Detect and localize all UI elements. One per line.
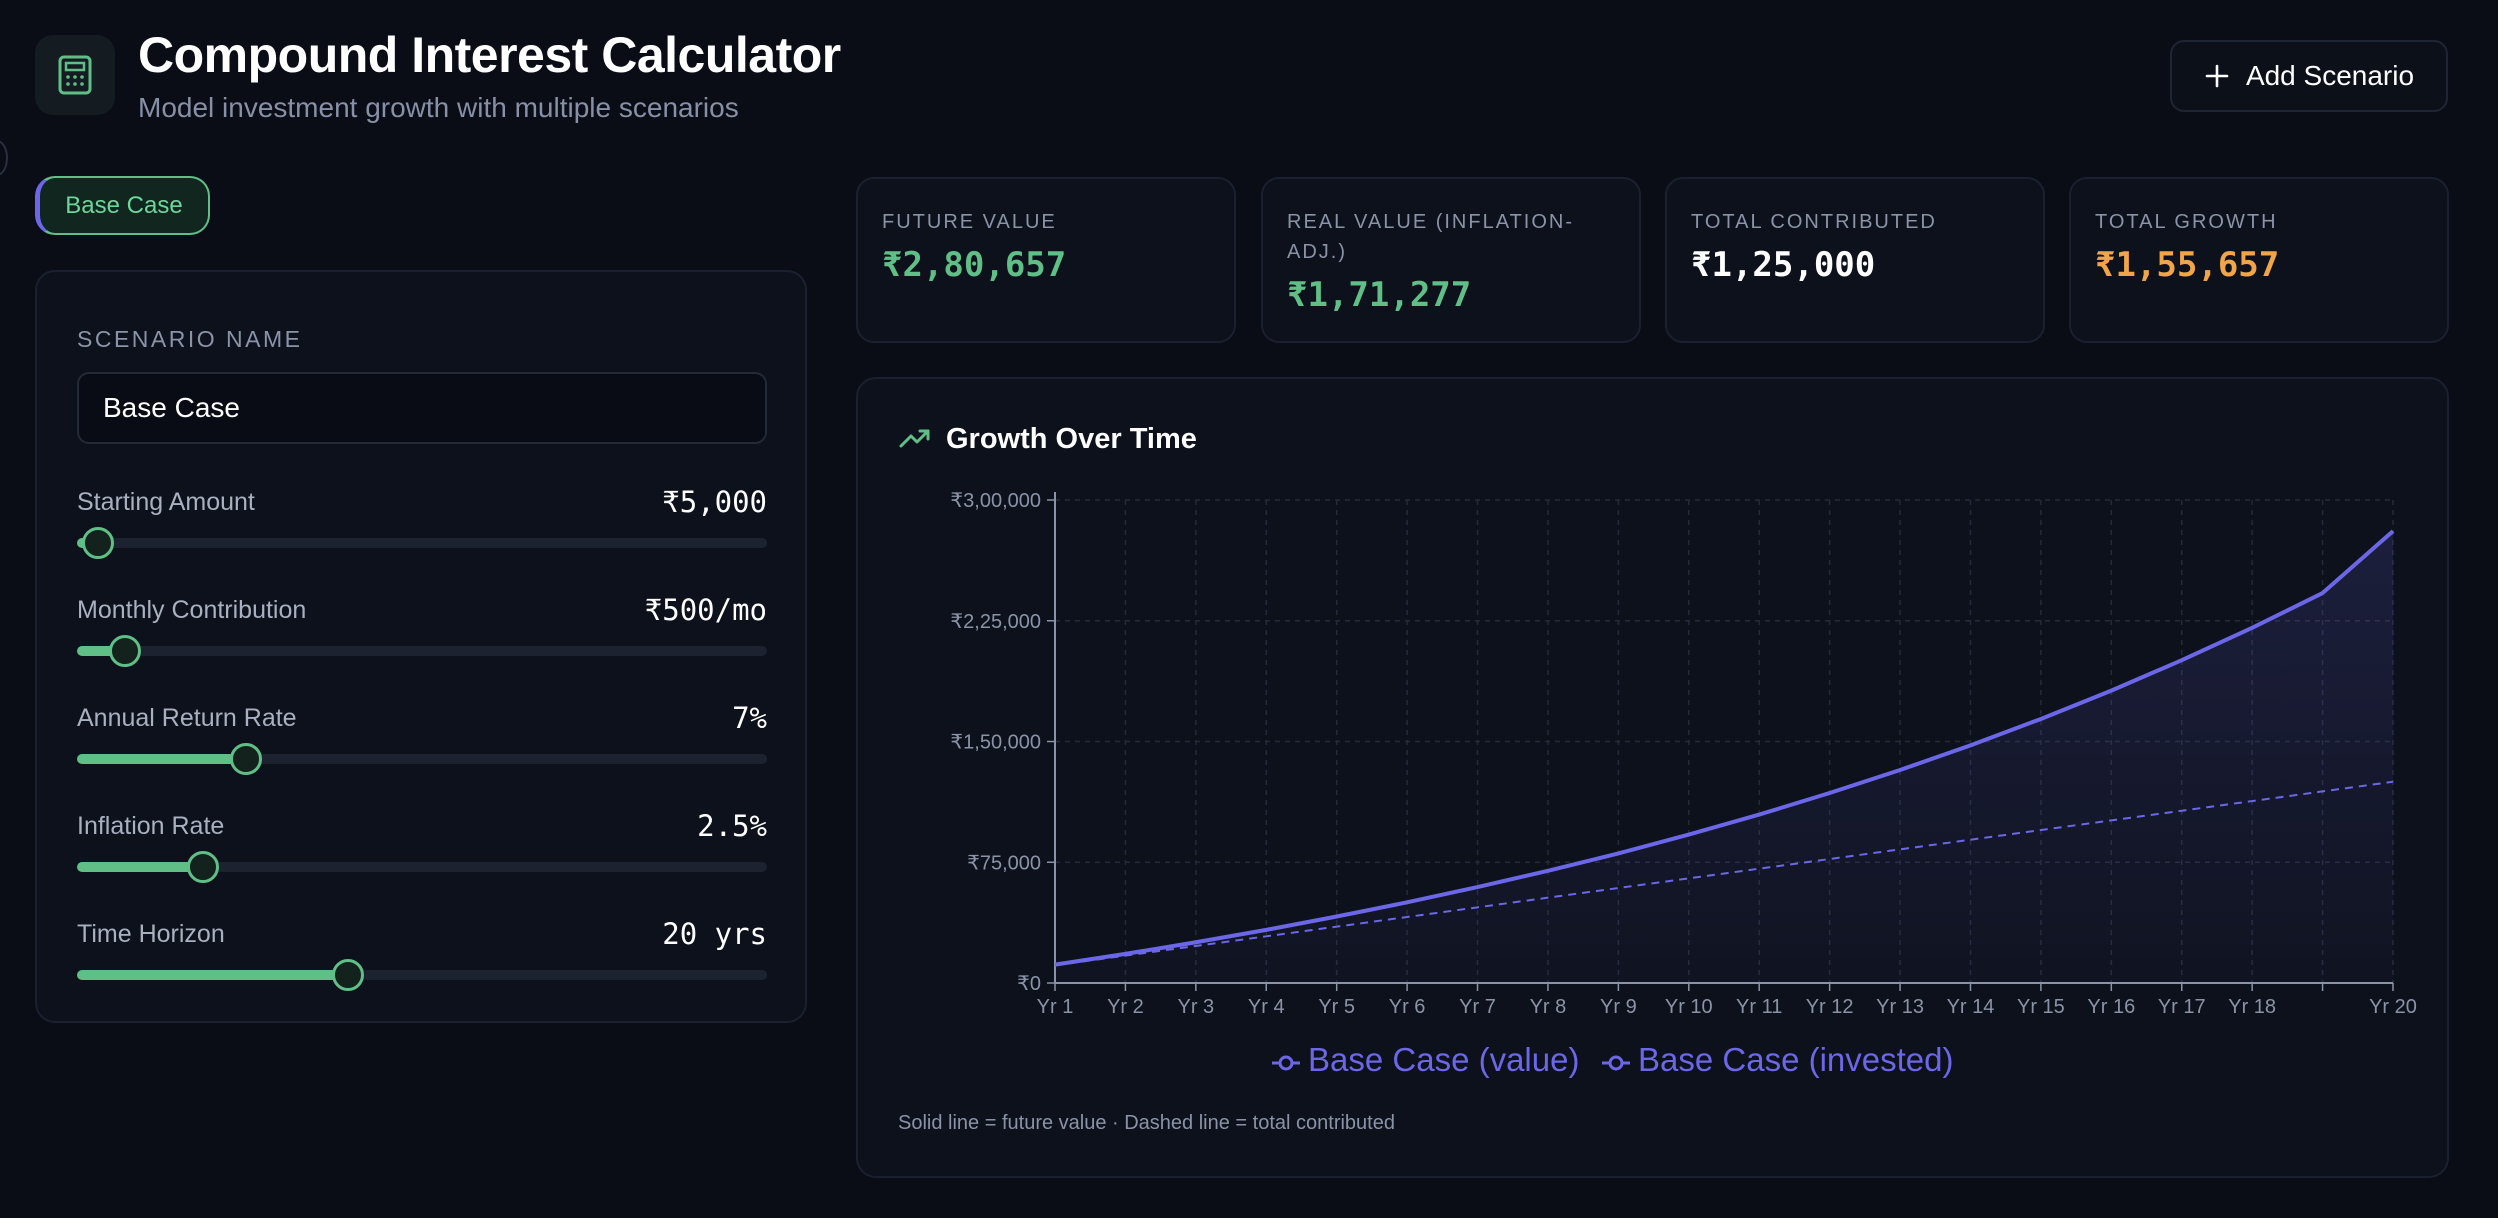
x-tick-label: Yr 5 (1318, 996, 1355, 1018)
collapse-handle[interactable] (0, 140, 8, 176)
y-tick-label: ₹3,00,000 (950, 490, 1041, 512)
slider-track[interactable] (77, 851, 767, 883)
stat-card-future-value: FUTURE VALUE ₹2,80,657 (856, 177, 1236, 343)
x-tick-label: Yr 17 (2158, 996, 2206, 1018)
y-tick-label: ₹0 (1017, 973, 1041, 995)
slider-track[interactable] (77, 527, 767, 559)
add-scenario-label: Add Scenario (2245, 60, 2415, 91)
scenario-name-label: SCENARIO NAME (77, 326, 303, 352)
legend-label: Base Case (value) (1308, 1041, 1579, 1078)
stat-label: TOTAL GROWTH (2095, 211, 2278, 233)
stat-card-real-value: REAL VALUE (INFLATION-ADJ.) ₹1,71,277 (1261, 177, 1641, 343)
x-tick-label: Yr 11 (1736, 996, 1782, 1018)
plus-icon (2205, 64, 2229, 88)
app-logo (35, 35, 115, 115)
trending-up-icon (899, 429, 930, 448)
slider-fill (77, 970, 349, 980)
slider-thumb[interactable] (332, 959, 365, 991)
chart-title: Growth Over Time (946, 423, 1197, 455)
stat-value: ₹1,71,277 (1287, 275, 1472, 315)
slider-thumb[interactable] (230, 743, 263, 775)
invested-line (1054, 780, 2394, 967)
slider-label: Inflation Rate (77, 812, 225, 840)
x-tick-label: Yr 6 (1389, 996, 1426, 1018)
legend-label: Base Case (invested) (1638, 1041, 1953, 1078)
slider-thumb[interactable] (81, 527, 114, 559)
stat-label: TOTAL CONTRIBUTED (1691, 211, 1937, 233)
slider-fill (77, 754, 247, 764)
value-line (1054, 529, 2395, 967)
y-tick-label: ₹2,25,000 (950, 611, 1041, 633)
growth-chart-panel: Growth Over Time ₹0 ₹75,000 ₹1,50,000 ₹2,25… (856, 377, 2449, 1178)
slider-value: 2.5% (697, 809, 767, 843)
slider-fill (77, 862, 203, 872)
inflation-rate-slider: Inflation Rate 2.5% (77, 809, 767, 883)
x-tick-label: Yr 15 (2017, 996, 2065, 1018)
slider-thumb[interactable] (109, 635, 142, 667)
scenario-tab-base-case[interactable]: Base Case (35, 176, 210, 235)
slider-track[interactable] (77, 743, 767, 775)
slider-value: ₹5,000 (662, 485, 767, 519)
x-tick-label: Yr 2 (1107, 996, 1144, 1018)
stat-value: ₹1,55,657 (2095, 245, 2280, 285)
slider-value: ₹500/mo (644, 593, 767, 627)
x-tick-label: Yr 18 (2228, 996, 2276, 1018)
calculator-icon (58, 55, 92, 95)
annual-return-rate-slider: Annual Return Rate 7% (77, 701, 767, 775)
y-tick-label: ₹1,50,000 (950, 732, 1041, 754)
slider-track[interactable] (77, 959, 767, 991)
y-tick-label: ₹75,000 (967, 852, 1041, 874)
chart-caption: Solid line = future value · Dashed line … (898, 1112, 1395, 1134)
scenario-name-input[interactable] (77, 372, 767, 444)
page-subtitle: Model investment growth with multiple sc… (138, 92, 739, 123)
stat-value: ₹2,80,657 (882, 245, 1067, 285)
stat-card-total-growth: TOTAL GROWTH ₹1,55,657 (2069, 177, 2449, 343)
x-tick-label: Yr 14 (1947, 996, 1995, 1018)
x-tick-label: Yr 8 (1530, 996, 1567, 1018)
add-scenario-button[interactable]: Add Scenario (2170, 40, 2448, 112)
slider-value: 20 yrs (662, 917, 767, 951)
legend-marker-dot (1278, 1055, 1294, 1071)
growth-chart: ₹0 ₹75,000 ₹1,50,000 ₹2,25,000 ₹3,00,000 Yr 1… (950, 490, 2417, 1078)
slider-label: Time Horizon (77, 920, 225, 948)
slider-track[interactable] (77, 635, 767, 667)
slider-thumb[interactable] (186, 851, 219, 883)
stat-value: ₹1,25,000 (1691, 245, 1876, 285)
stat-label: REAL VALUE (INFLATION-ADJ.) (1287, 211, 1575, 263)
page-title: Compound Interest Calculator (138, 27, 841, 83)
slider-fill (77, 646, 126, 656)
stat-card-total-contributed: TOTAL CONTRIBUTED ₹1,25,000 (1665, 177, 2045, 343)
x-tick-label: Yr 9 (1600, 996, 1637, 1018)
slider-value: 7% (732, 701, 767, 735)
slider-label: Monthly Contribution (77, 596, 307, 624)
time-horizon-slider: Time Horizon 20 yrs (77, 917, 767, 991)
x-tick-label: Yr 20 (2369, 996, 2417, 1018)
slider-label: Starting Amount (77, 488, 255, 516)
starting-amount-slider: Starting Amount ₹5,000 (77, 485, 767, 559)
scenario-settings-panel: SCENARIO NAME Starting Amount ₹5,000 Mon… (35, 270, 807, 1023)
stat-label: FUTURE VALUE (882, 211, 1057, 233)
monthly-contribution-slider: Monthly Contribution ₹500/mo (77, 593, 767, 667)
x-tick-label: Yr 12 (1806, 996, 1854, 1018)
x-tick-label: Yr 1 (1037, 996, 1074, 1018)
x-tick-label: Yr 4 (1248, 996, 1285, 1018)
slider-label: Annual Return Rate (77, 704, 297, 732)
x-tick-label: Yr 7 (1459, 996, 1496, 1018)
x-tick-label: Yr 13 (1876, 996, 1924, 1018)
legend-marker-dot (1608, 1055, 1624, 1071)
x-tick-label: Yr 16 (2087, 996, 2135, 1018)
x-tick-label: Yr 3 (1177, 996, 1214, 1018)
x-tick-label: Yr 10 (1665, 996, 1713, 1018)
value-area (1055, 531, 2393, 983)
